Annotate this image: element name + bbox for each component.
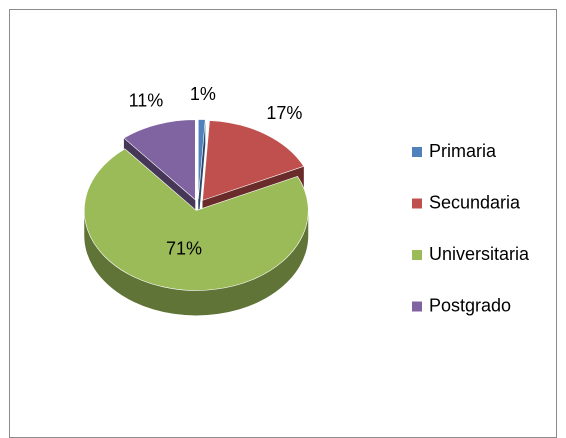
data-label: 71% <box>166 238 202 258</box>
legend-label: Primaria <box>429 141 497 161</box>
legend-swatch <box>412 147 422 157</box>
legend-swatch <box>412 250 422 260</box>
data-label: 17% <box>266 103 302 123</box>
pie-wall <box>84 210 309 316</box>
pie-tops <box>83 119 309 291</box>
data-label: 11% <box>129 91 164 111</box>
pie-slice <box>83 148 309 291</box>
data-label: 1% <box>190 84 216 104</box>
legend-label: Universitaria <box>429 244 530 264</box>
legend-swatch <box>412 198 422 209</box>
pie-slice <box>202 120 305 201</box>
pie-slice <box>123 119 196 201</box>
legend: Primaria Secundaria Universitaria Postgrado <box>412 141 530 315</box>
legend-swatch <box>412 301 422 312</box>
pie-slice <box>197 119 206 200</box>
pie-labels: 1% 17% 71% 11% <box>129 84 303 258</box>
pie-side <box>198 119 206 225</box>
legend-label: Secundaria <box>429 192 521 212</box>
legend-label: Postgrado <box>429 295 511 315</box>
